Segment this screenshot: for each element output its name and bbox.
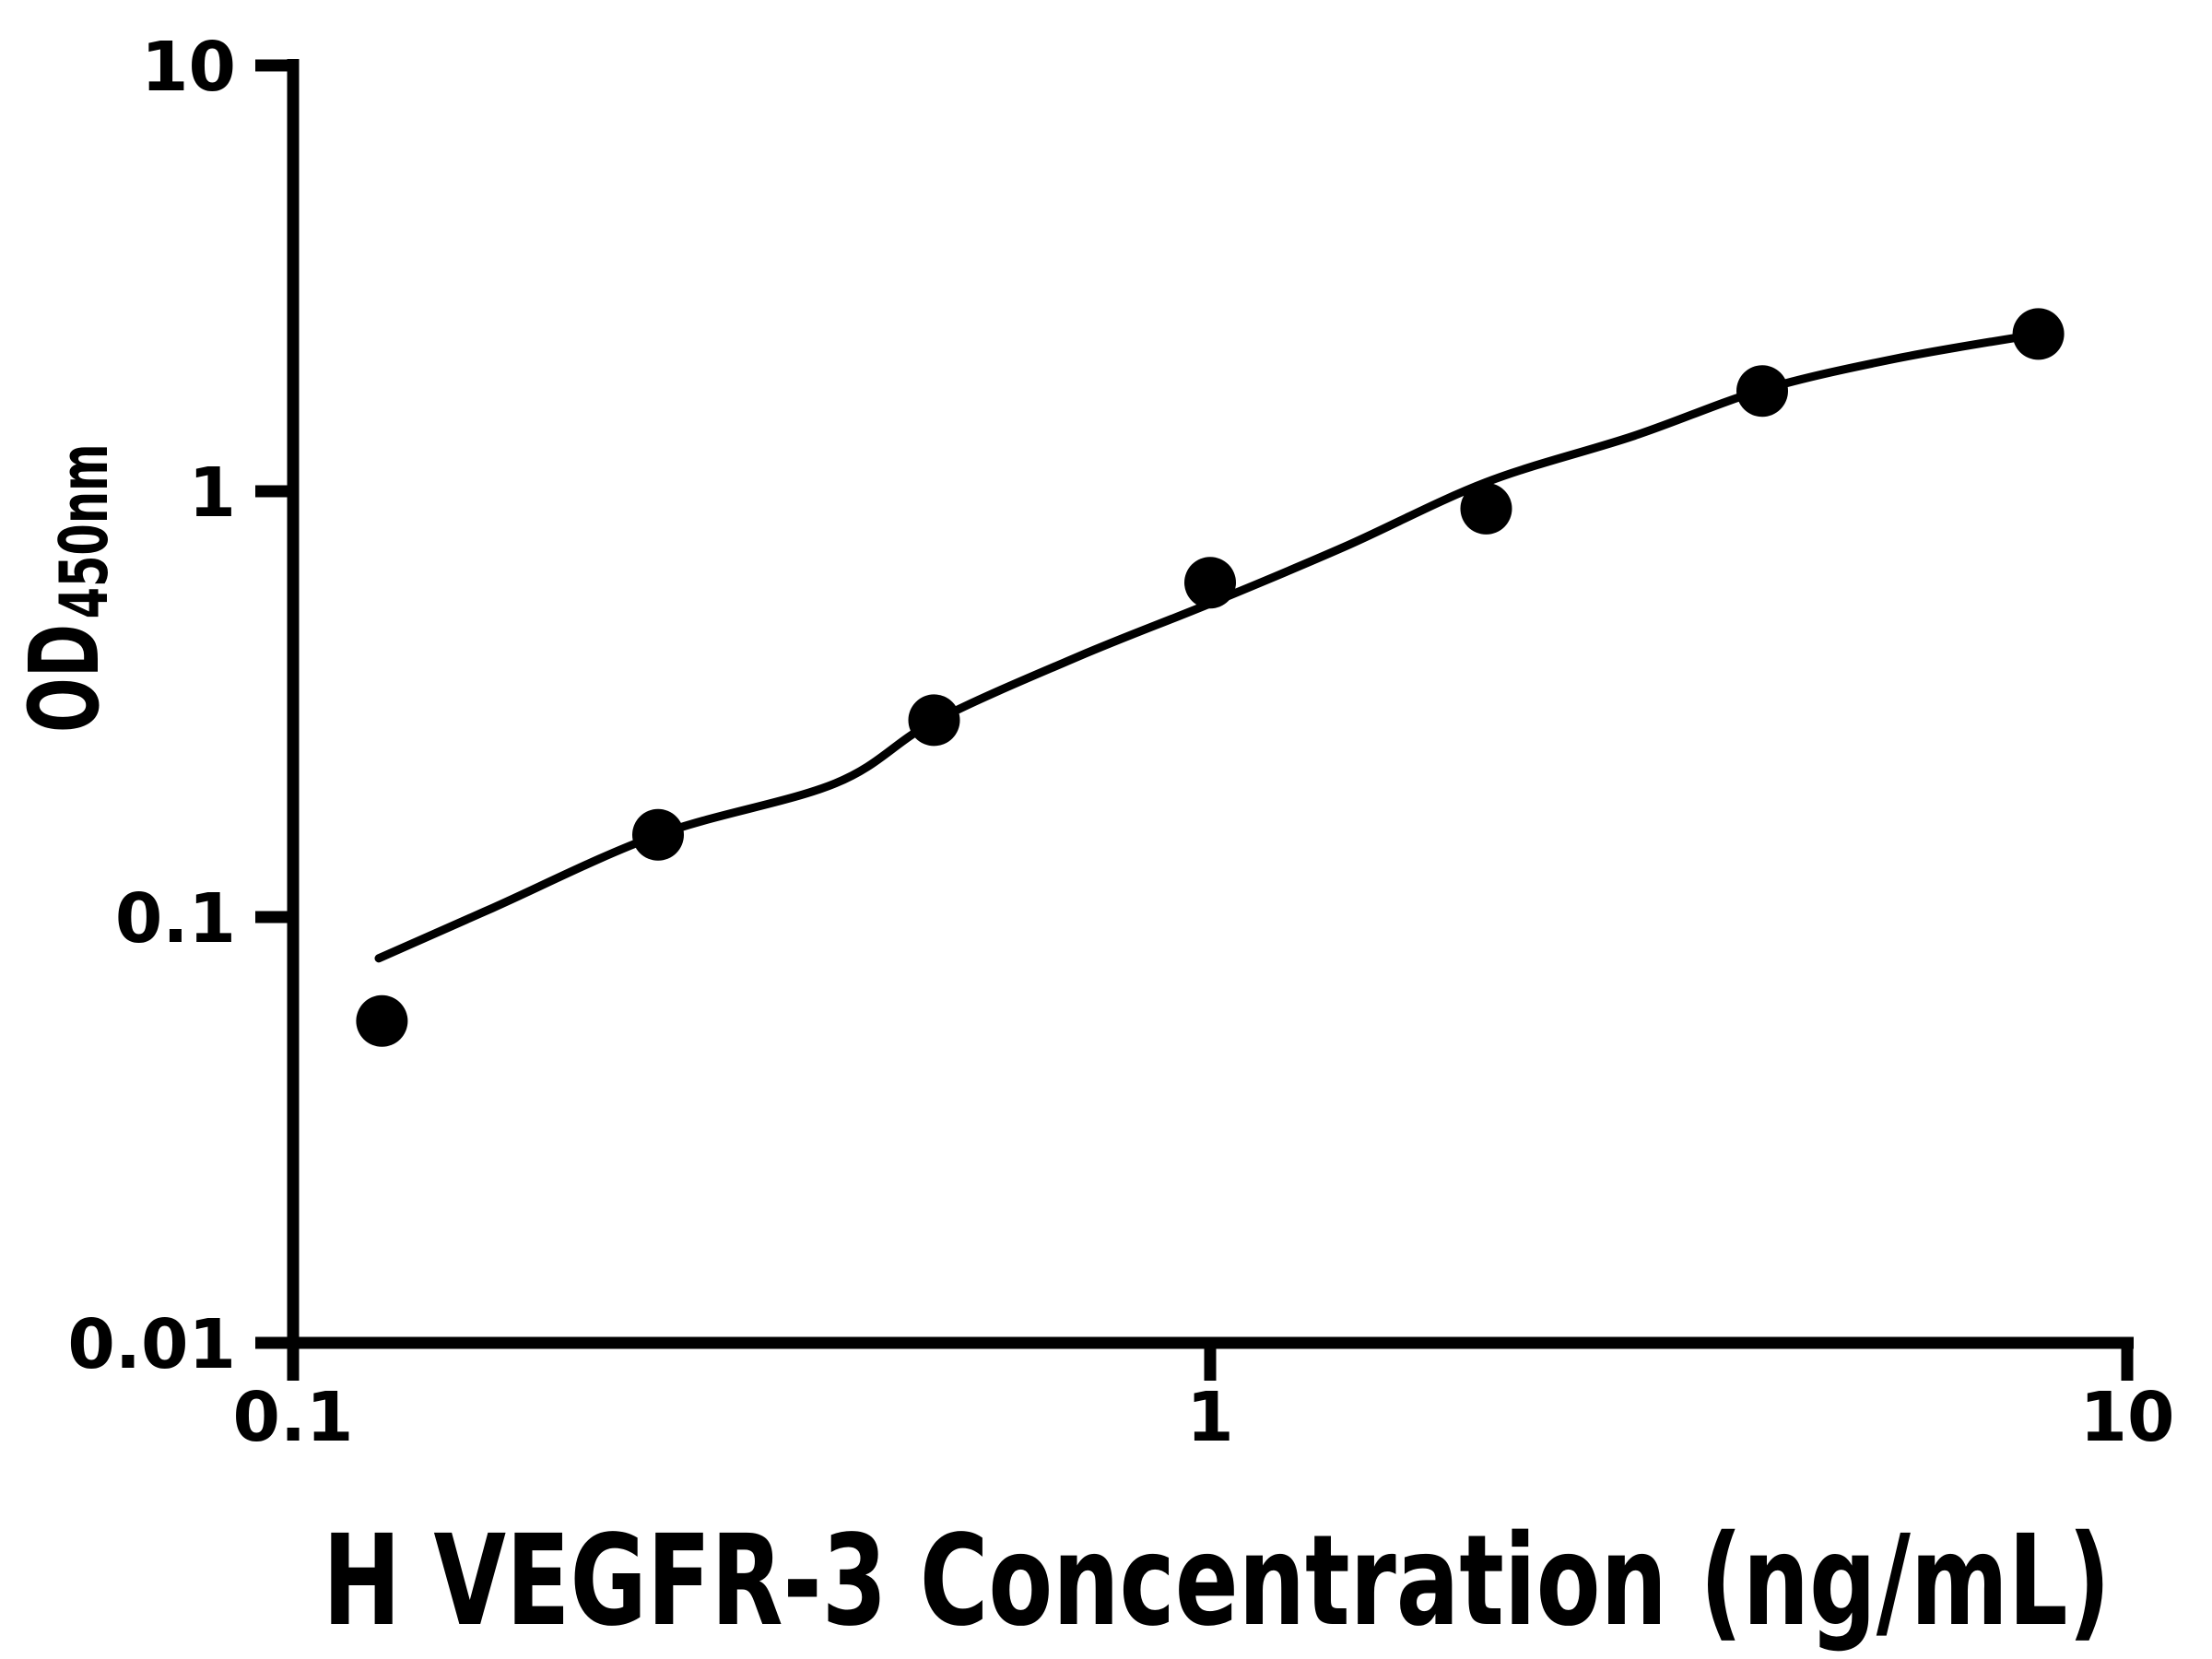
y-axis-title-subscript: 450nm xyxy=(45,443,123,618)
data-point xyxy=(356,994,408,1047)
data-point xyxy=(1736,365,1788,418)
y-axis-title: OD 450nm xyxy=(8,443,123,733)
data-point xyxy=(908,694,960,747)
y-axis-ticks: 10 1 0.1 0.01 xyxy=(67,28,293,1384)
y-axis-title-main: OD xyxy=(8,624,121,733)
y-tick-label: 10 xyxy=(141,28,236,107)
data-point xyxy=(632,808,684,861)
y-tick-label: 0.01 xyxy=(67,1305,236,1384)
data-point xyxy=(1460,482,1512,535)
x-tick-label: 10 xyxy=(2080,1378,2175,1457)
x-axis-title: H VEGFR-3 Concentration (ng/mL) xyxy=(323,1509,2111,1654)
axes xyxy=(287,59,2134,1381)
y-tick-label: 1 xyxy=(189,453,237,533)
data-points xyxy=(356,308,2065,1047)
x-tick-label: 1 xyxy=(1186,1378,1234,1457)
data-point xyxy=(1184,557,1236,609)
plot-area xyxy=(356,308,2065,1047)
x-axis-ticks: 0.1 1 10 xyxy=(232,1343,2174,1457)
fit-curve xyxy=(374,329,2043,963)
x-tick-label: 0.1 xyxy=(232,1378,353,1457)
y-tick-label: 0.1 xyxy=(115,879,236,959)
data-point xyxy=(2012,308,2065,360)
